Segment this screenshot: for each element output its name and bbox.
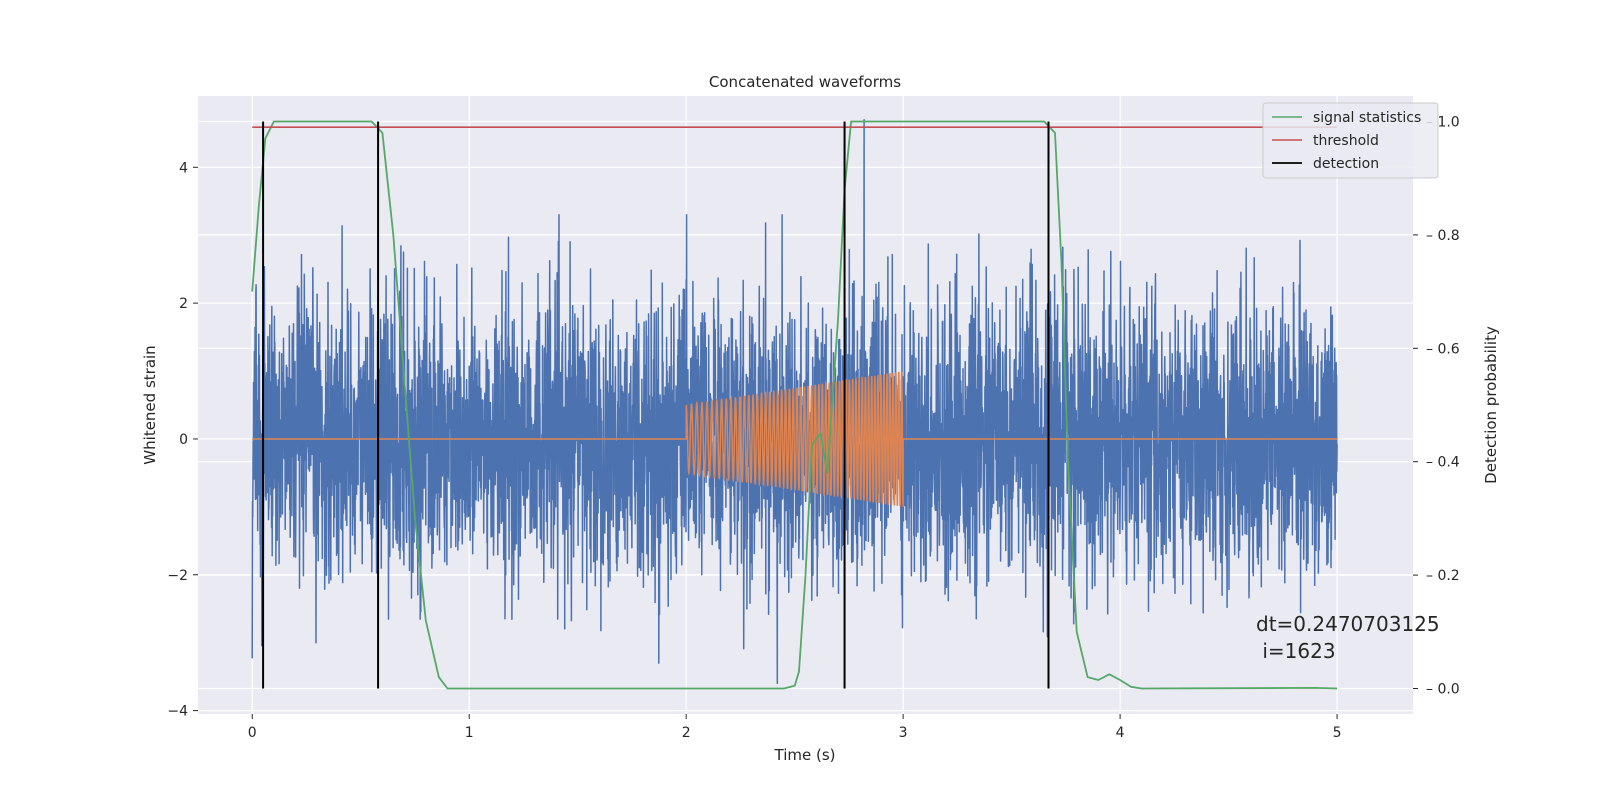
- y-tick-label: 4: [179, 160, 188, 176]
- annotation-dt: dt=0.2470703125: [1256, 612, 1440, 636]
- y2-tick-label: – 0.4: [1426, 455, 1460, 471]
- x-tick-label: 1: [465, 725, 474, 741]
- y2-tick-label: – 0.6: [1426, 341, 1460, 357]
- x-tick-label: 2: [682, 725, 691, 741]
- y2-tick-label: – 0.2: [1426, 568, 1460, 584]
- y-tick-label: −4: [167, 704, 188, 720]
- legend-box: [1262, 102, 1439, 179]
- legend-label-detection: detection: [1313, 156, 1379, 172]
- y2-tick-label: – 0.8: [1426, 228, 1460, 244]
- legend-label-signal-statistics: signal statistics: [1313, 110, 1421, 126]
- x-tick-label: 5: [1333, 725, 1342, 741]
- y2-axis-label: Detection probability: [1482, 326, 1500, 484]
- series-signal-statistics: [251, 120, 1338, 690]
- series-injection: [252, 371, 1338, 507]
- y-tick-label: −2: [167, 568, 188, 584]
- y2-tick-label: – 0.0: [1426, 681, 1460, 697]
- x-tick-label: 4: [1116, 725, 1125, 741]
- y-axis-label: Whitened strain: [141, 345, 159, 464]
- chart-title: Concatenated waveforms: [709, 73, 901, 91]
- y-tick-label: 2: [179, 296, 188, 312]
- x-axis-label: Time (s): [774, 746, 836, 764]
- legend-label-threshold: threshold: [1313, 133, 1379, 149]
- x-tick-label: 0: [248, 725, 257, 741]
- plot-area: [251, 119, 1338, 690]
- legend: signal statistics threshold detection: [1262, 102, 1439, 179]
- x-tick-label: 3: [899, 725, 908, 741]
- series-whitened-strain: [251, 119, 1338, 685]
- y-tick-label: 0: [179, 432, 188, 448]
- annotation-index: i=1623: [1256, 639, 1336, 663]
